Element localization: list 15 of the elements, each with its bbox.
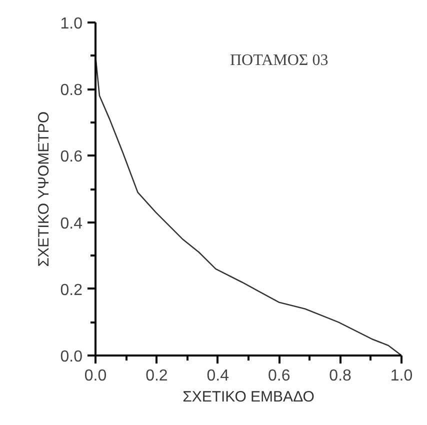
x-tick-label: 0.0 — [84, 368, 107, 384]
y-tick-label: 1.0 — [60, 16, 83, 32]
x-tick-label: 1.0 — [390, 368, 413, 384]
x-tick-label: 0.4 — [206, 368, 230, 384]
x-tick-label: 0.2 — [146, 368, 168, 384]
y-tick-label: 0.6 — [60, 148, 83, 166]
x-tick-label: 0.6 — [268, 368, 290, 384]
annotation: ΠΟΤΑΜΟΣ 03 — [230, 52, 328, 70]
y-tick-label: 0.2 — [60, 282, 83, 299]
x-axis-title: ΣΧΕΤΙΚΟ ΕΜΒΑΔΟ — [182, 388, 314, 406]
y-axis-title: ΣΧΕΤΙΚΟ ΥΨΟΜΕΤΡΟ — [35, 112, 52, 267]
x-tick-label: 0.8 — [329, 368, 352, 384]
y-tick-label: 0.0 — [60, 348, 83, 366]
y-tick-label: 0.4 — [60, 215, 83, 232]
y-tick-label: 0.8 — [60, 82, 83, 100]
